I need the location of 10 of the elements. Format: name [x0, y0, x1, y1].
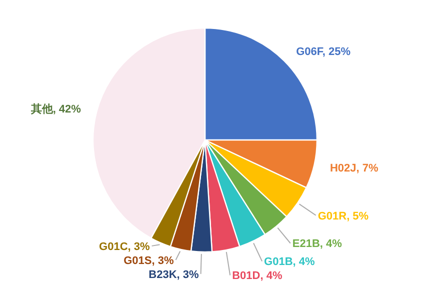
slice-label: B23K, 3%	[148, 268, 200, 281]
slice-label: G01S, 3%	[124, 254, 174, 267]
slice-label: B01D, 4%	[232, 270, 282, 282]
slice-label: G01C, 3%	[99, 240, 150, 253]
slice-label: H02J, 7%	[330, 162, 378, 174]
slice-label: G06F, 25%	[296, 46, 351, 58]
slice-label: 其他, 42%	[30, 102, 82, 116]
slice-label: G01R, 5%	[318, 210, 369, 222]
slice-label: E21B, 4%	[292, 238, 342, 250]
slice-label: G01B, 4%	[264, 256, 316, 268]
